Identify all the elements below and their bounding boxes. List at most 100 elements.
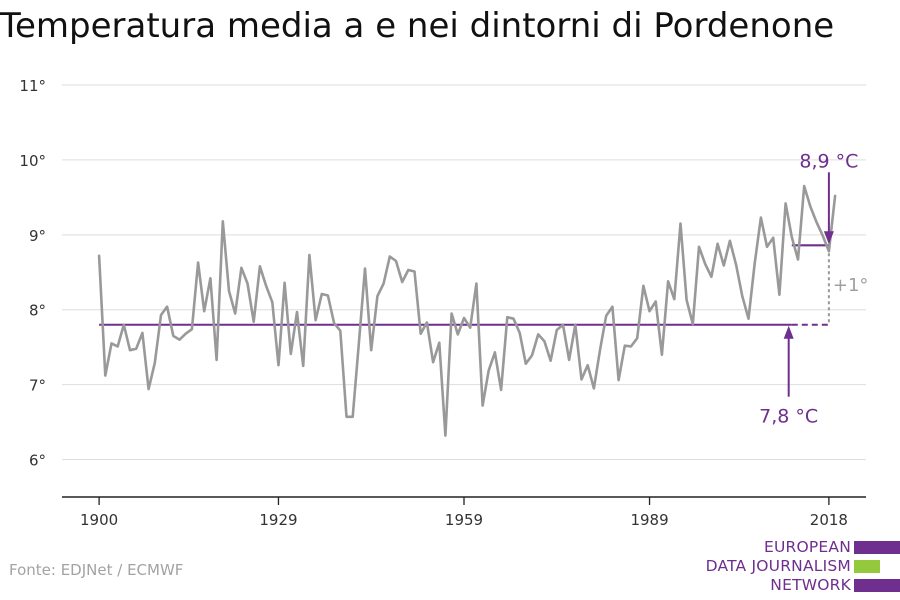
data-point-1964 — [492, 350, 497, 355]
data-point-1968 — [517, 330, 522, 335]
data-point-1985 — [622, 343, 627, 348]
data-point-1984 — [616, 378, 621, 383]
data-point-1943 — [363, 266, 368, 271]
data-point-1994 — [678, 221, 683, 226]
data-point-2008 — [765, 244, 770, 249]
data-point-2009 — [771, 235, 776, 240]
data-point-1982 — [604, 313, 609, 318]
y-tick-label-8: 8° — [29, 302, 46, 320]
baseline-mean-arrow-head — [783, 325, 794, 339]
y-tick-label-11: 11° — [19, 77, 46, 95]
data-point-2013 — [796, 257, 801, 262]
data-point-1983 — [610, 304, 615, 309]
x-tick-label-1900: 1900 — [80, 511, 118, 529]
data-point-1963 — [486, 368, 491, 373]
data-point-1993 — [672, 297, 677, 302]
data-point-2005 — [746, 316, 751, 321]
data-point-2001 — [721, 263, 726, 268]
data-point-1997 — [697, 244, 702, 249]
y-tick-label-9: 9° — [29, 227, 46, 245]
logo-bar-3 — [854, 579, 900, 592]
data-point-1992 — [666, 279, 671, 284]
data-point-1978 — [579, 377, 584, 382]
data-point-2010 — [777, 292, 782, 297]
data-point-1989 — [647, 309, 652, 314]
grid-lines — [62, 84, 866, 461]
data-point-1990 — [653, 299, 658, 304]
data-point-1921 — [227, 289, 232, 294]
y-tick-label-6: 6° — [29, 452, 46, 470]
y-tick-label-7: 7° — [29, 377, 46, 395]
data-point-1950 — [406, 268, 411, 273]
data-point-1902 — [109, 341, 114, 346]
data-point-1967 — [511, 316, 516, 321]
data-point-1933 — [301, 363, 306, 368]
data-point-1935 — [313, 318, 318, 323]
data-point-2016 — [814, 220, 819, 225]
x-tick-label-1959: 1959 — [445, 511, 483, 529]
data-point-1911 — [165, 304, 170, 309]
data-point-1965 — [499, 387, 504, 392]
data-point-1900 — [97, 253, 102, 258]
data-point-1903 — [115, 344, 120, 349]
x-tick-label-1989: 1989 — [630, 511, 668, 529]
x-tick-label-1929: 1929 — [259, 511, 297, 529]
annotations: +1° 8,9 °C 7,8 °C — [759, 150, 868, 427]
data-point-1912 — [171, 333, 176, 338]
data-point-1928 — [270, 300, 275, 305]
data-point-1996 — [690, 322, 695, 327]
logo-line-3: NETWORK — [770, 576, 851, 594]
data-point-1931 — [288, 351, 293, 356]
baseline-mean-label: 7,8 °C — [759, 406, 818, 428]
data-point-1995 — [684, 298, 689, 303]
data-point-2004 — [740, 294, 745, 299]
data-point-1905 — [128, 348, 133, 353]
data-point-1910 — [159, 313, 164, 318]
data-point-1930 — [282, 280, 287, 285]
data-point-1942 — [356, 340, 361, 345]
data-point-1909 — [152, 360, 157, 365]
recent-mean-arrow-head — [823, 231, 834, 245]
data-point-1926 — [257, 264, 262, 269]
data-point-1980 — [591, 386, 596, 391]
data-point-1938 — [332, 321, 337, 326]
data-point-1951 — [412, 269, 417, 274]
data-point-1958 — [455, 332, 460, 337]
data-point-1953 — [424, 320, 429, 325]
data-point-2015 — [808, 204, 813, 209]
data-point-1941 — [350, 414, 355, 419]
data-point-2012 — [789, 235, 794, 240]
data-point-1906 — [134, 346, 139, 351]
data-point-1981 — [598, 347, 603, 352]
edjnet-logo[interactable]: EUROPEAN DATA JOURNALISM NETWORK — [704, 538, 900, 600]
data-point-1961 — [474, 281, 479, 286]
data-point-1920 — [220, 219, 225, 224]
data-point-2007 — [758, 215, 763, 220]
data-point-2019 — [833, 193, 838, 198]
data-point-1991 — [659, 352, 664, 357]
series-line-0 — [97, 184, 837, 437]
logo-line-1: EUROPEAN — [763, 538, 851, 556]
data-point-1976 — [567, 357, 572, 362]
data-point-1934 — [307, 253, 312, 258]
data-point-1923 — [239, 265, 244, 270]
data-point-2006 — [752, 261, 757, 266]
data-point-1924 — [245, 281, 250, 286]
data-point-1977 — [573, 322, 578, 327]
data-point-1904 — [121, 322, 126, 327]
y-tick-label-10: 10° — [19, 152, 46, 170]
data-point-1929 — [276, 363, 281, 368]
data-point-1922 — [233, 311, 238, 316]
data-point-1940 — [344, 414, 349, 419]
data-point-1969 — [523, 361, 528, 366]
data-point-1925 — [251, 319, 256, 324]
data-point-1957 — [449, 311, 454, 316]
data-point-1966 — [505, 315, 510, 320]
data-point-1932 — [295, 310, 300, 315]
data-point-1998 — [703, 262, 708, 267]
data-point-1999 — [709, 274, 714, 279]
data-point-1979 — [585, 363, 590, 368]
data-point-1956 — [443, 433, 448, 438]
data-point-1945 — [375, 294, 380, 299]
data-point-1973 — [548, 358, 553, 363]
